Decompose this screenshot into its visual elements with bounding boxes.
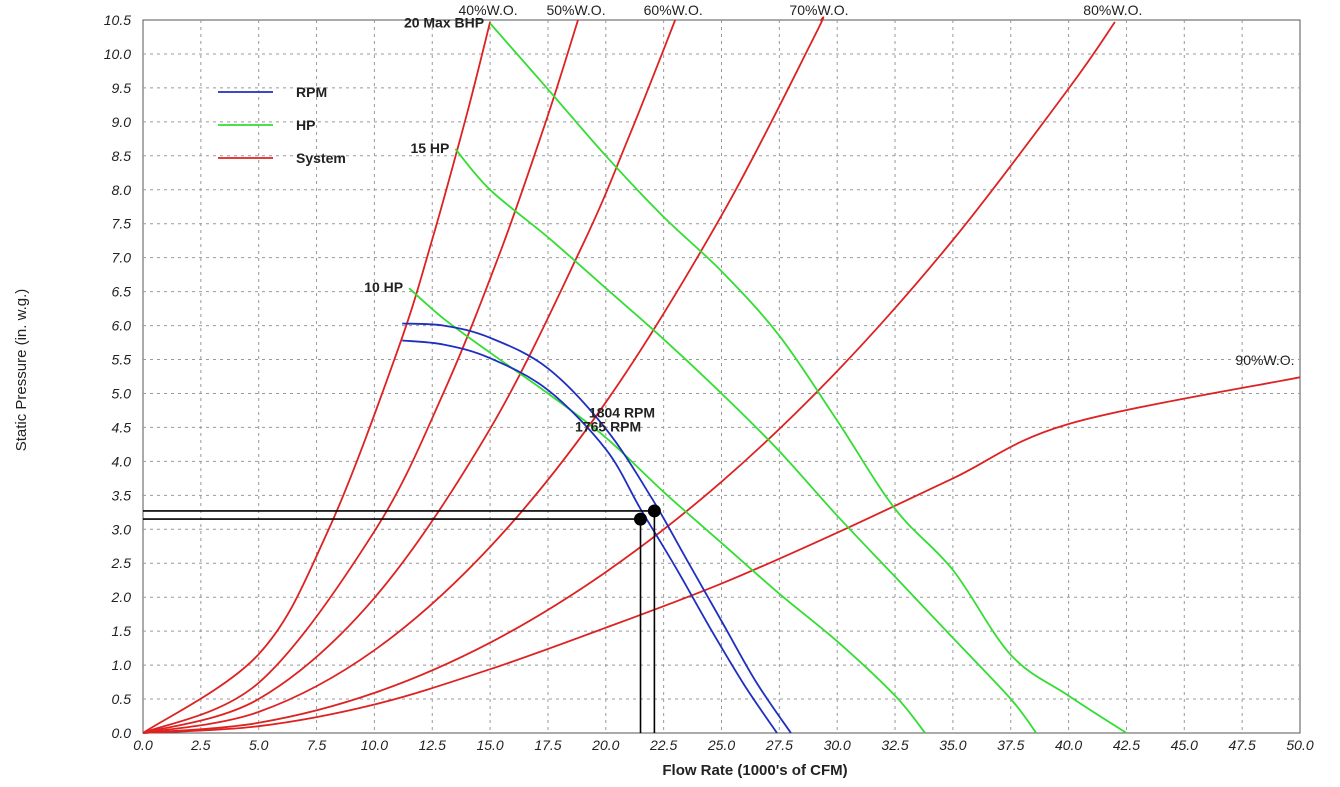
legend-label-system: System xyxy=(296,150,346,166)
system-curve-label: 60%W.O. xyxy=(644,2,703,18)
x-tick-label: 10.0 xyxy=(361,737,388,753)
hp-curve-label: 15 HP xyxy=(410,140,449,156)
system-curve-4 xyxy=(142,16,825,734)
x-tick-label: 12.5 xyxy=(419,737,446,753)
hp-curve-2 xyxy=(454,148,1037,734)
x-tick-label: 40.0 xyxy=(1055,737,1082,753)
y-tick-label: 10.0 xyxy=(104,46,131,62)
y-tick-label: 8.0 xyxy=(112,182,132,198)
hp-curve-3 xyxy=(408,287,926,734)
y-tick-label: 5.5 xyxy=(112,352,132,368)
y-tick-label: 0.0 xyxy=(112,725,132,741)
x-tick-label: 20.0 xyxy=(591,737,619,753)
x-axis-title: Flow Rate (1000's of CFM) xyxy=(662,762,847,779)
system-curve-label: 40%W.O. xyxy=(459,2,518,18)
y-tick-label: 1.5 xyxy=(112,623,132,639)
y-tick-label: 4.0 xyxy=(112,453,132,469)
y-tick-label: 7.5 xyxy=(112,216,132,232)
rpm-curve-1 xyxy=(402,322,792,734)
x-tick-label: 47.5 xyxy=(1229,737,1256,753)
hp-curve-label: 20 Max BHP xyxy=(404,14,484,30)
x-tick-label: 22.5 xyxy=(649,737,677,753)
system-curve-label: 80%W.O. xyxy=(1083,2,1142,18)
legend-label-rpm: RPM xyxy=(296,84,327,100)
x-tick-label: 5.0 xyxy=(249,737,269,753)
system-curve-label: 50%W.O. xyxy=(546,2,605,18)
operating-point-marker xyxy=(647,504,661,518)
y-tick-label: 3.5 xyxy=(112,487,132,503)
x-tick-label: 35.0 xyxy=(939,737,966,753)
y-tick-label: 2.5 xyxy=(111,555,132,571)
x-tick-label: 15.0 xyxy=(476,737,503,753)
x-tick-label: 7.5 xyxy=(307,737,327,753)
y-tick-label: 1.0 xyxy=(112,657,132,673)
x-tick-label: 25.0 xyxy=(707,737,735,753)
y-tick-label: 4.5 xyxy=(112,419,132,435)
x-tick-label: 17.5 xyxy=(534,737,561,753)
y-tick-label: 3.0 xyxy=(112,521,132,537)
x-tick-label: 0.0 xyxy=(133,737,153,753)
system-curve-label: 90%W.O. xyxy=(1235,352,1294,368)
y-tick-label: 8.5 xyxy=(112,148,132,164)
system-curve-label: 70%W.O. xyxy=(789,2,848,18)
rpm-curve-label: 1765 RPM xyxy=(575,418,641,434)
rpm-curve-label: 1804 RPM xyxy=(589,404,655,420)
y-tick-label: 6.5 xyxy=(112,284,132,300)
y-tick-label: 0.5 xyxy=(112,691,132,707)
y-tick-label: 7.0 xyxy=(112,250,132,266)
x-tick-label: 42.5 xyxy=(1113,737,1140,753)
y-tick-label: 2.0 xyxy=(111,589,132,605)
system-curve-1 xyxy=(142,21,491,734)
x-tick-label: 32.5 xyxy=(881,737,908,753)
system-curve-2 xyxy=(142,19,579,734)
rpm-curve-2 xyxy=(402,339,778,734)
y-tick-label: 9.0 xyxy=(112,114,132,130)
x-tick-label: 50.0 xyxy=(1286,737,1313,753)
x-tick-label: 37.5 xyxy=(997,737,1024,753)
hp-curve-label: 10 HP xyxy=(364,279,403,295)
x-tick-label: 30.0 xyxy=(824,737,851,753)
y-tick-label: 6.0 xyxy=(112,318,132,334)
y-tick-label: 9.5 xyxy=(112,80,132,96)
system-curve-6 xyxy=(142,376,1301,734)
x-tick-label: 2.5 xyxy=(190,737,211,753)
system-curve-3 xyxy=(142,19,677,734)
y-tick-label: 10.5 xyxy=(104,12,131,28)
y-axis-title: Static Pressure (in. w.g.) xyxy=(13,289,30,452)
hp-curve-1 xyxy=(489,22,1127,734)
x-tick-label: 27.5 xyxy=(765,737,793,753)
operating-point-marker xyxy=(634,512,648,526)
legend-label-hp: HP xyxy=(296,117,315,133)
y-tick-label: 5.0 xyxy=(112,385,132,401)
x-tick-label: 45.0 xyxy=(1171,737,1198,753)
